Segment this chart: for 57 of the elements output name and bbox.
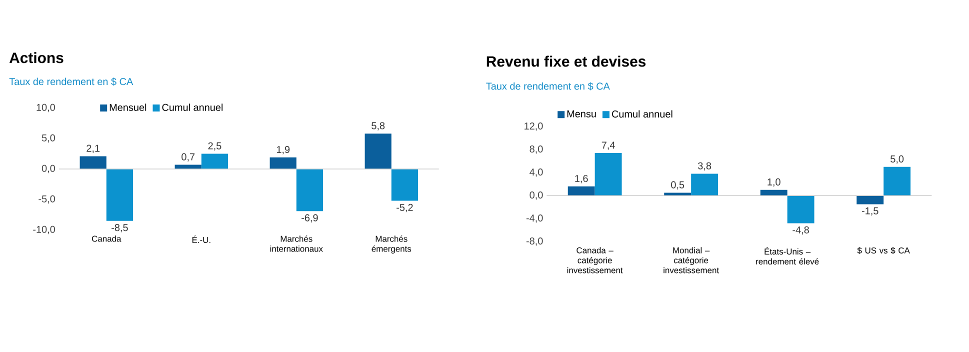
data-label: -5,2 — [396, 204, 413, 212]
x-tick-label: Marchés émergents — [372, 236, 412, 254]
y-tick-label: -8,0 — [526, 237, 543, 246]
bar — [594, 153, 622, 196]
data-label: -8,5 — [112, 224, 128, 232]
x-tick-label: $ US vs $ CA — [857, 247, 910, 254]
chart-title: Actions — [9, 52, 64, 64]
data-label: 7,4 — [602, 142, 615, 150]
bar — [391, 169, 418, 201]
bar — [80, 156, 106, 169]
data-label: -1,5 — [862, 207, 878, 216]
bar — [364, 134, 392, 169]
data-label: 1,0 — [768, 178, 780, 187]
bar — [201, 154, 228, 169]
data-label: 1,6 — [575, 174, 588, 184]
x-tick-label: Canada — [92, 236, 122, 242]
bar — [568, 186, 595, 196]
chart-title: Revenu fixe et devises — [486, 56, 646, 67]
y-tick-label: 5,0 — [42, 134, 55, 143]
bar — [884, 166, 911, 196]
y-tick-label: -4,0 — [526, 214, 543, 223]
bar — [106, 169, 134, 221]
legend-label: Mensu — [567, 110, 596, 118]
data-label: -6,9 — [302, 214, 318, 223]
bar — [691, 174, 718, 196]
bar — [856, 196, 884, 204]
data-label: 2,1 — [86, 144, 100, 153]
data-label: 5,8 — [372, 122, 385, 130]
legend-label: Cumul annuel — [612, 110, 672, 118]
data-label: 0,7 — [182, 153, 195, 162]
y-tick-label: 0,0 — [42, 164, 55, 174]
data-label: 5,0 — [890, 155, 904, 164]
chart-subtitle: Taux de rendement en $ CA — [486, 82, 610, 90]
data-label: 0,5 — [671, 181, 684, 190]
data-label: 3,8 — [698, 162, 712, 171]
y-tick-label: 0,0 — [530, 191, 543, 200]
bar — [174, 164, 202, 169]
bar — [296, 169, 324, 212]
y-tick-label: 8,0 — [530, 145, 543, 154]
y-tick-label: 10,0 — [36, 104, 55, 112]
y-tick-label: 4,0 — [530, 168, 543, 177]
y-tick-label: -5,0 — [38, 195, 55, 204]
data-label: 2,5 — [208, 142, 222, 151]
x-tick-label: Mondial – catégorie investissement — [664, 247, 720, 274]
x-tick-label: Marchés internationaux — [270, 236, 323, 252]
bar — [787, 196, 814, 224]
data-label: -4,8 — [792, 226, 809, 235]
y-tick-label: 12,0 — [524, 122, 543, 131]
data-label: 1,9 — [276, 146, 290, 154]
chart-subtitle: Taux de rendement en $ CA — [9, 78, 134, 86]
x-tick-label: É.-U. — [192, 236, 210, 243]
y-tick-label: -10,0 — [33, 226, 55, 234]
x-tick-label: États-Unis – rendement élevé — [756, 247, 819, 265]
x-tick-label: Canada – catégorie investissement — [567, 247, 623, 274]
legend-label: Mensuel — [110, 104, 146, 111]
legend-label: Cumul annuel — [162, 104, 223, 111]
bar — [270, 157, 296, 169]
